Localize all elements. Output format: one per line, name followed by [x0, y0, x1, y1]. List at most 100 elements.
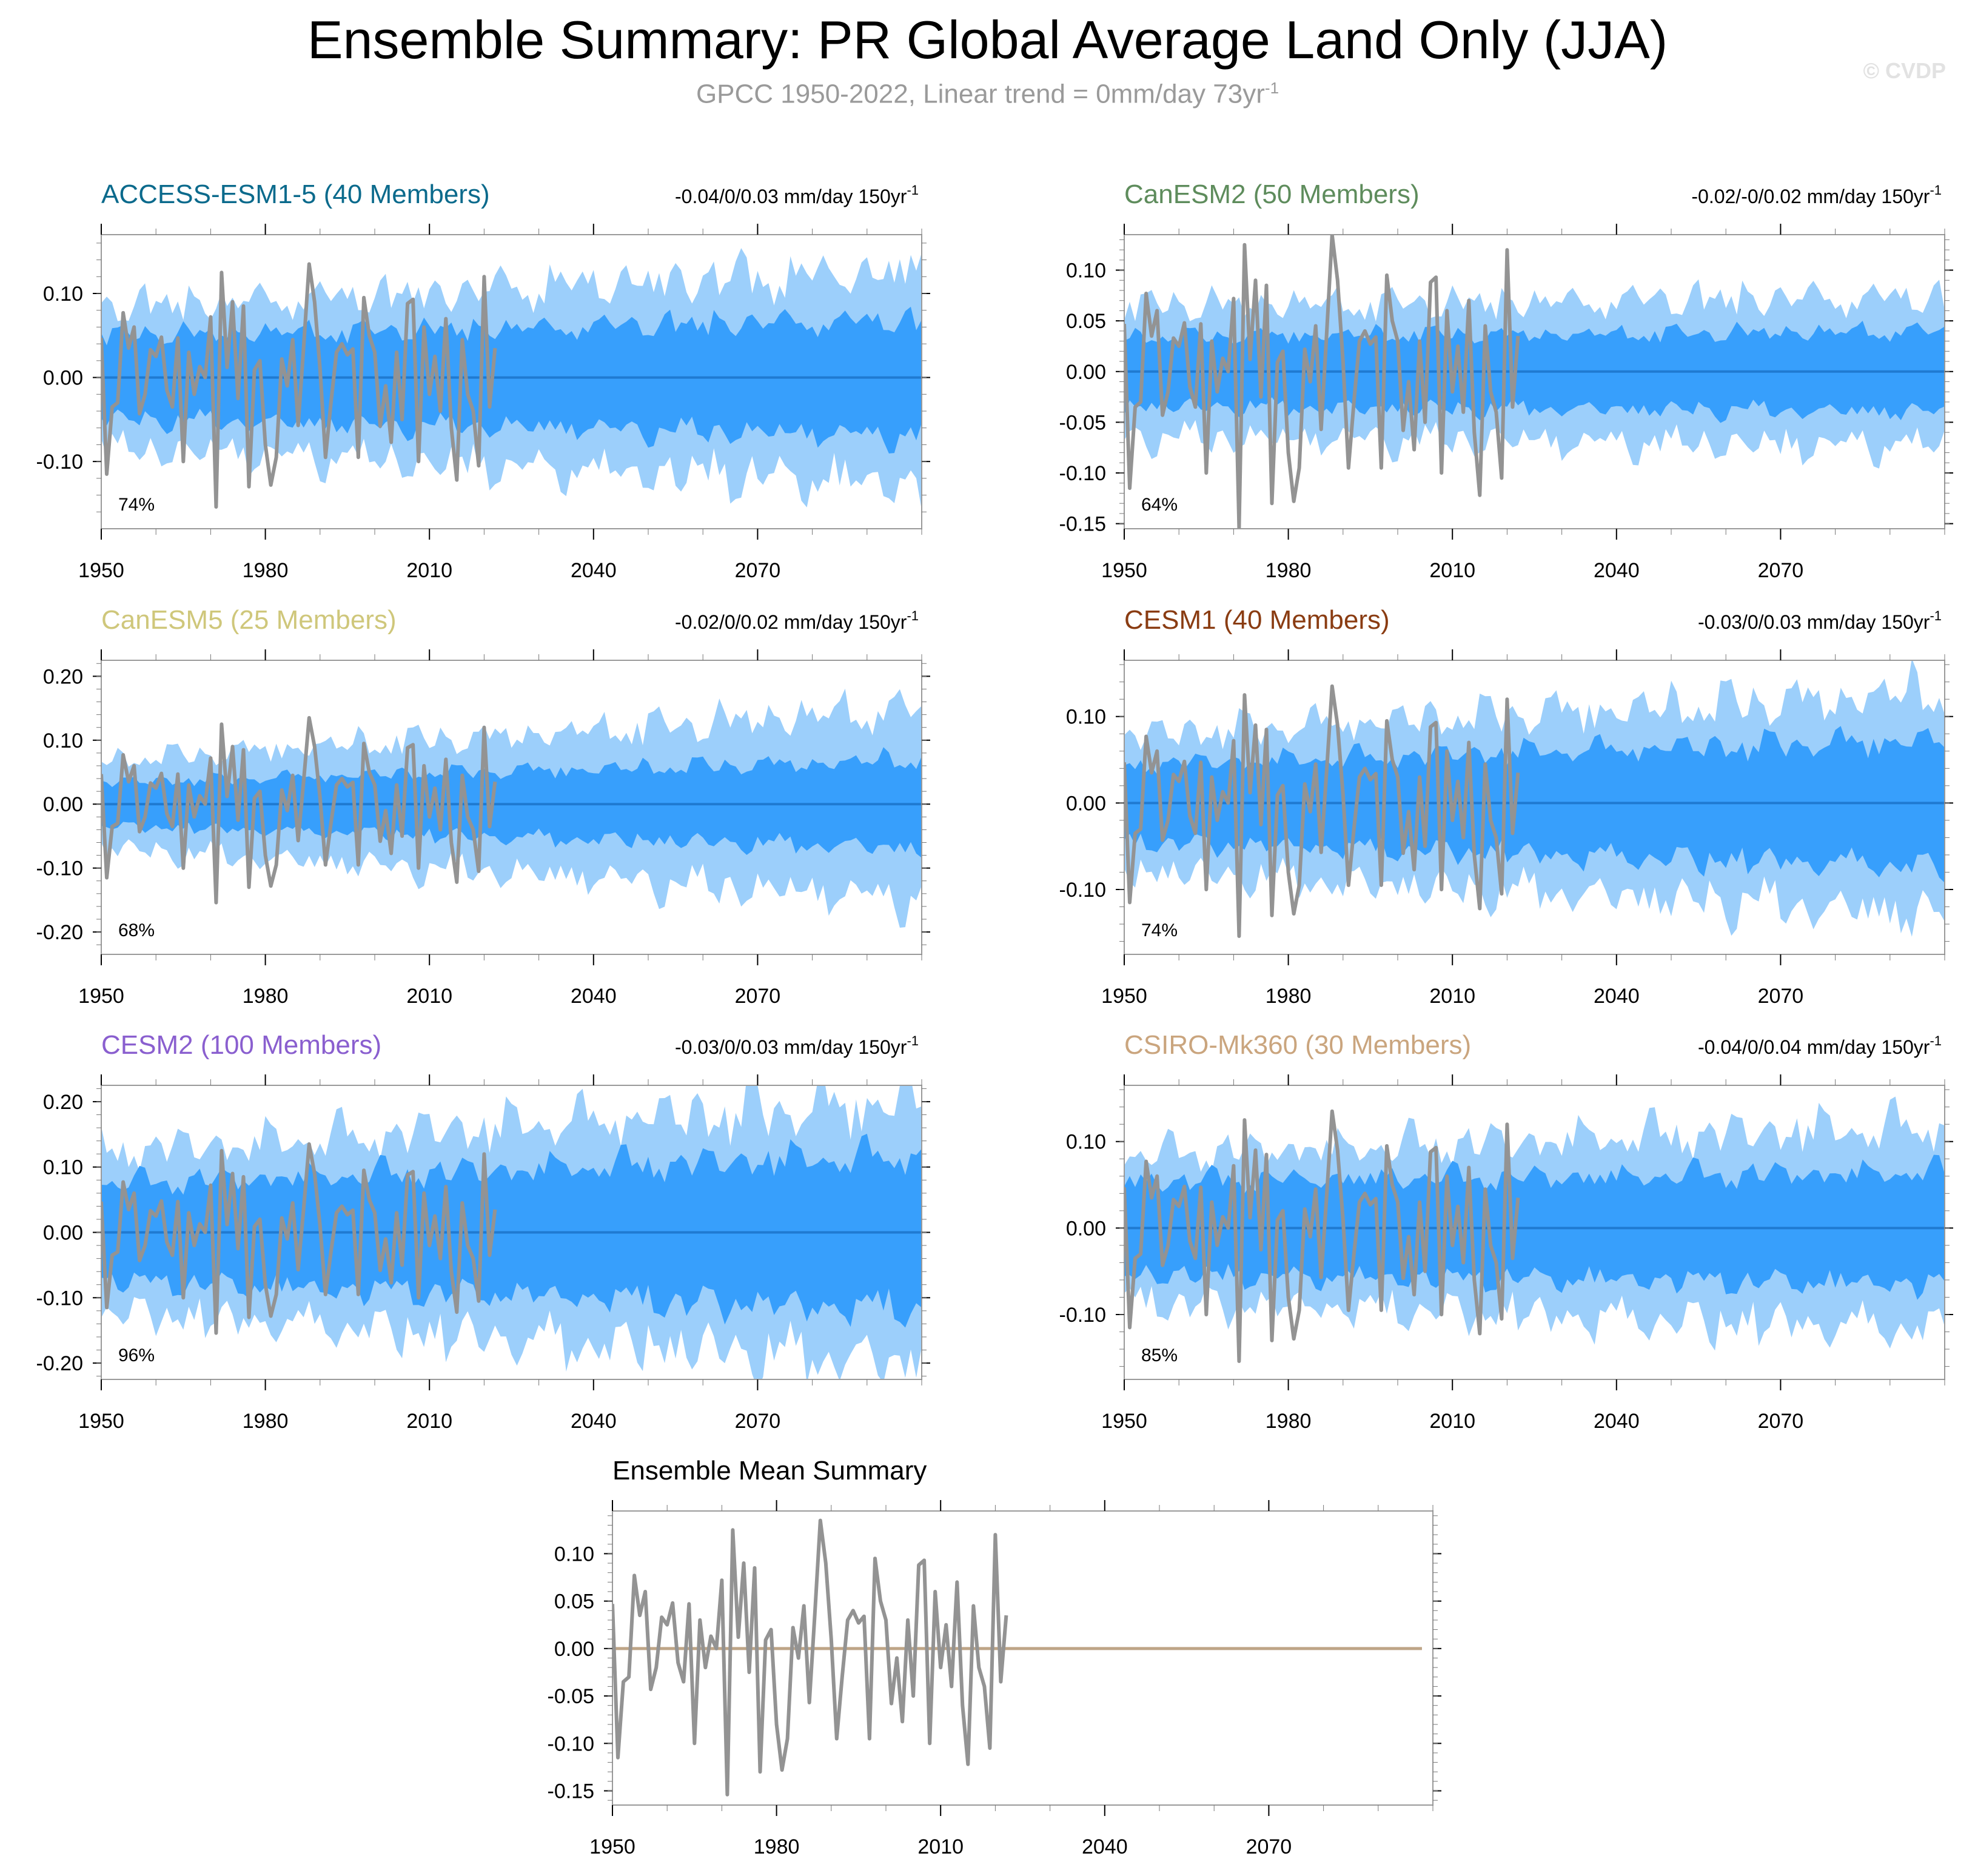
trend-text: -0.03/0/0.03 mm/day 150yr	[1698, 611, 1930, 633]
y-tick-label: 0.20	[43, 1091, 83, 1114]
subtitle-text: GPCC 1950-2022, Linear trend = 0mm/day 7…	[696, 79, 1265, 109]
plot-area	[1124, 1096, 1945, 1363]
y-tick-label: 0.00	[43, 793, 83, 816]
panel-ensemble-mean: Ensemble Mean Summary 0.10 0.05 0.00 -0.05 -0…	[548, 1456, 1441, 1858]
y-tick-label: 0.10	[43, 729, 83, 752]
x-tick-label: 2010	[406, 559, 452, 582]
figure-subtitle: GPCC 1950-2022, Linear trend = 0mm/day 7…	[0, 79, 1975, 110]
panel-canesm2: CanESM2 (50 Members) -0.02/-0/0.02 mm/day…	[1059, 179, 1953, 582]
x-tick-label: 2040	[1594, 985, 1640, 1008]
percent-label: 74%	[118, 495, 155, 515]
trend-superscript: -1	[1930, 608, 1942, 623]
panel-title: CanESM5 (25 Members)	[101, 605, 397, 635]
trend-text: -0.02/-0/0.02 mm/day 150yr	[1691, 186, 1930, 207]
x-tick-label: 1950	[78, 985, 124, 1008]
trend-text: -0.03/0/0.03 mm/day 150yr	[675, 1036, 907, 1058]
trend-superscript: -1	[907, 1033, 919, 1048]
cvdp-watermark: © CVDP	[1863, 58, 1946, 83]
y-tick-label: 0.00	[554, 1638, 594, 1661]
panel-csiro-mk360: CSIRO-Mk360 (30 Members) -0.04/0/0.04 mm/…	[1059, 1030, 1953, 1433]
trend-superscript: -1	[1930, 183, 1942, 198]
trend-text: -0.04/0/0.03 mm/day 150yr	[675, 186, 907, 207]
x-tick-label: 2070	[1758, 1410, 1804, 1433]
panel-title: CanESM2 (50 Members)	[1124, 179, 1420, 209]
y-tick-label: 0.00	[43, 367, 83, 390]
x-tick-label: 2040	[571, 985, 617, 1008]
y-tick-label: -0.10	[36, 857, 84, 880]
x-tick-label: 2070	[1246, 1835, 1292, 1858]
x-tick-label: 2010	[406, 985, 452, 1008]
plot-frame	[1124, 660, 1945, 955]
observation-line	[1124, 235, 1520, 529]
x-tick-label: 1980	[243, 985, 289, 1008]
trend-text: -0.04/0/0.04 mm/day 150yr	[1698, 1036, 1930, 1058]
trend-superscript: -1	[907, 608, 919, 623]
x-tick-label: 1950	[78, 559, 124, 582]
trend-label: -0.03/0/0.03 mm/day 150yr-1	[1698, 608, 1942, 633]
x-tick-label: 2040	[571, 559, 617, 582]
plot-area	[101, 248, 922, 510]
x-tick-label: 2070	[735, 985, 781, 1008]
panel-title: CESM1 (40 Members)	[1124, 605, 1390, 635]
x-tick-label: 1980	[243, 1410, 289, 1433]
panel-title: CSIRO-Mk360 (30 Members)	[1124, 1030, 1471, 1060]
panel-title: CESM2 (100 Members)	[101, 1030, 381, 1060]
trend-superscript: -1	[907, 183, 919, 198]
percent-label: 68%	[118, 920, 155, 940]
percent-label: 96%	[118, 1345, 155, 1365]
trend-superscript: -1	[1930, 1033, 1942, 1048]
x-tick-label: 1950	[1101, 1410, 1147, 1433]
y-tick-label: -0.05	[1059, 411, 1107, 434]
trend-text: -0.02/0/0.02 mm/day 150yr	[675, 611, 907, 633]
y-tick-label: 0.05	[554, 1590, 594, 1613]
panel-title: ACCESS-ESM1-5 (40 Members)	[101, 179, 490, 209]
y-tick-label: -0.10	[36, 1287, 84, 1310]
y-tick-label: -0.20	[36, 921, 84, 944]
x-tick-label: 1950	[78, 1410, 124, 1433]
plot-frame	[101, 234, 922, 529]
panel-canesm5: CanESM5 (25 Members) -0.02/0/0.02 mm/day …	[36, 605, 930, 1008]
observation-line	[1124, 684, 1520, 938]
plot-area	[101, 1085, 922, 1379]
x-tick-label: 2010	[1429, 559, 1475, 582]
x-tick-label: 2040	[1594, 1410, 1640, 1433]
trend-label: -0.04/0/0.03 mm/day 150yr-1	[675, 183, 919, 207]
x-tick-label: 1980	[1266, 559, 1312, 582]
y-tick-label: 0.10	[1066, 260, 1106, 283]
observation-line	[101, 262, 497, 509]
x-tick-label: 2010	[917, 1835, 964, 1858]
y-tick-label: -0.20	[36, 1352, 84, 1375]
y-tick-label: 0.00	[1066, 1217, 1106, 1240]
y-tick-label: -0.10	[1059, 462, 1107, 485]
plot-area	[1124, 235, 1945, 529]
x-tick-label: 2040	[1082, 1835, 1128, 1858]
y-tick-label: 0.00	[43, 1222, 83, 1245]
x-tick-label: 2070	[1758, 985, 1804, 1008]
y-tick-label: 0.10	[43, 1156, 83, 1179]
inner-spread-band	[1124, 726, 1945, 883]
x-tick-label: 1980	[243, 559, 289, 582]
x-tick-label: 2010	[1429, 1410, 1475, 1433]
x-tick-label: 2040	[1594, 559, 1640, 582]
percent-label: 64%	[1141, 495, 1178, 515]
plot-area	[101, 688, 922, 928]
plot-frame	[1124, 1085, 1945, 1380]
x-tick-label: 2070	[735, 1410, 781, 1433]
observation-line	[101, 1142, 497, 1335]
y-tick-label: -0.15	[1059, 513, 1107, 536]
percent-label: 85%	[1141, 1345, 1178, 1365]
panel-title: Ensemble Mean Summary	[612, 1456, 927, 1486]
percent-label: 74%	[1141, 920, 1178, 940]
figure-title: Ensemble Summary: PR Global Average Land…	[307, 10, 1668, 70]
y-tick-label: -0.10	[36, 451, 84, 474]
inner-spread-band	[101, 306, 922, 454]
trend-label: -0.02/0/0.02 mm/day 150yr-1	[675, 608, 919, 633]
y-tick-label: -0.10	[1059, 1304, 1107, 1327]
x-tick-label: 1950	[589, 1835, 635, 1858]
panel-access-esm1-5: ACCESS-ESM1-5 (40 Members) -0.04/0/0.03 m…	[36, 179, 930, 582]
panel-cesm1: CESM1 (40 Members) -0.03/0/0.03 mm/day 15…	[1059, 605, 1953, 1008]
y-tick-label: 0.20	[43, 665, 83, 688]
y-tick-label: -0.05	[548, 1685, 595, 1708]
y-tick-label: -0.10	[1059, 879, 1107, 902]
observation-line	[101, 715, 497, 905]
